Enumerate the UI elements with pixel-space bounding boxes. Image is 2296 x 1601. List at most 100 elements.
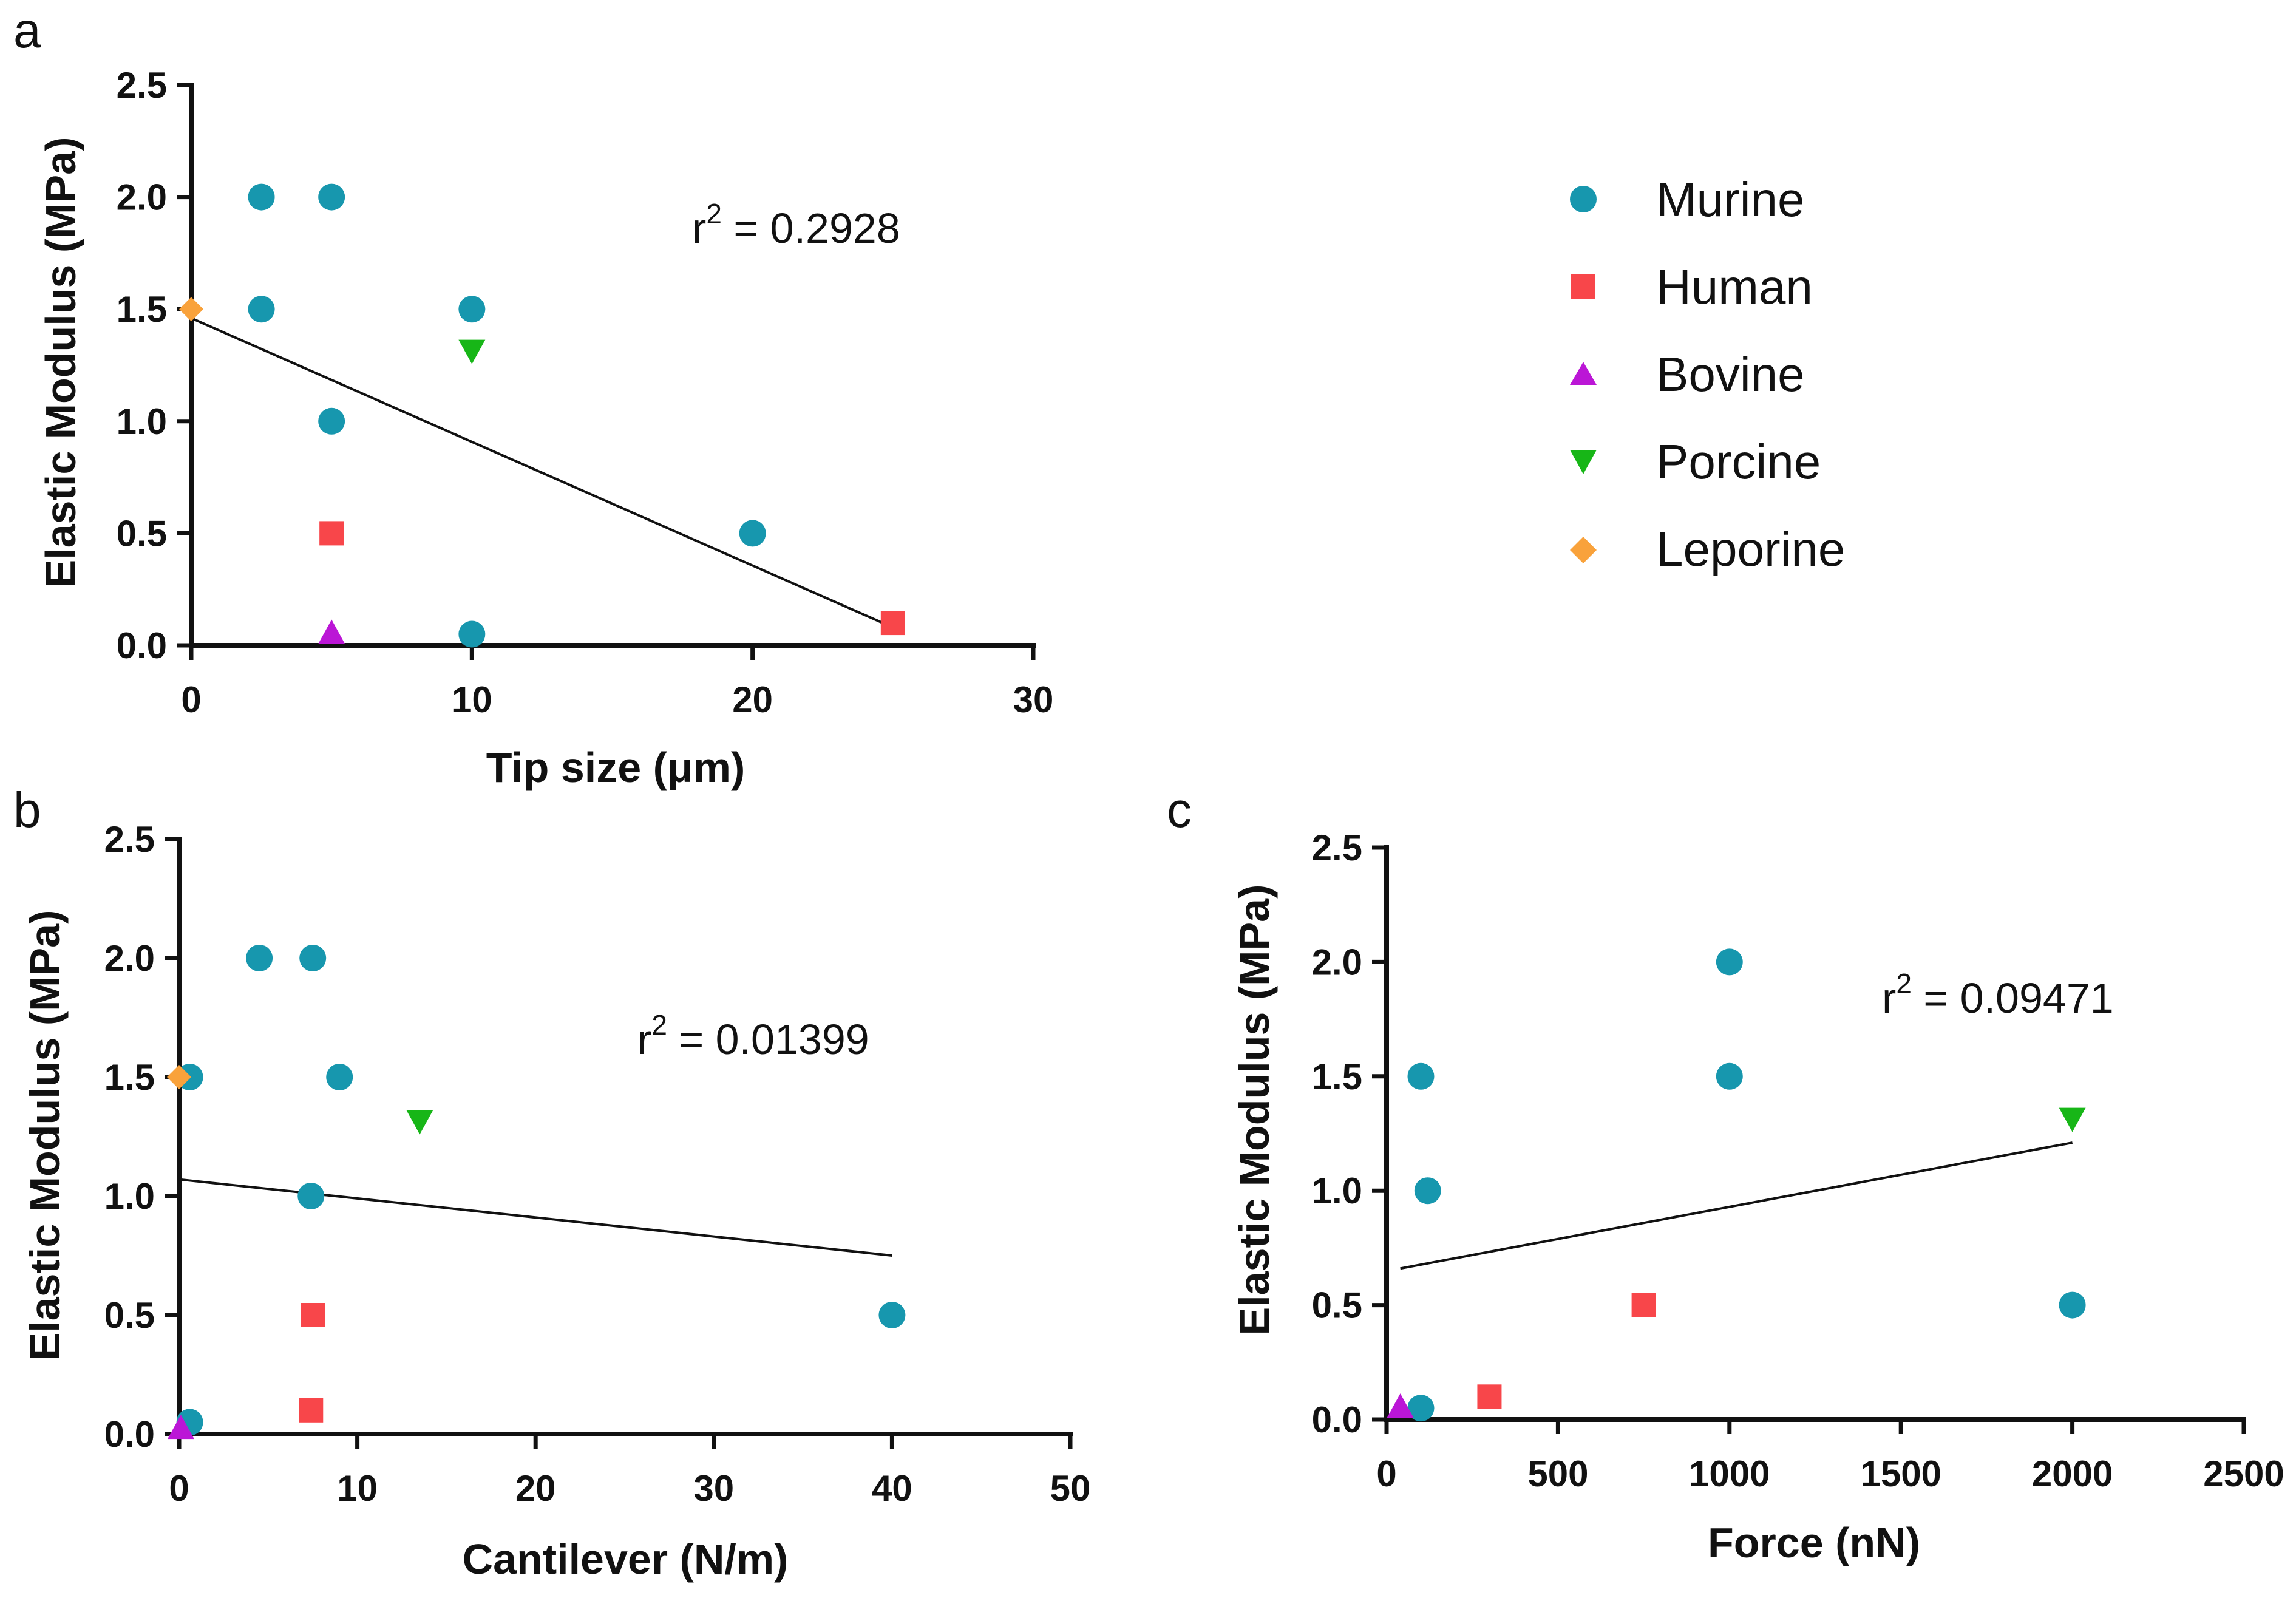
data-point-murine <box>1407 1062 1435 1090</box>
data-point-murine <box>739 520 766 547</box>
data-point-leporine <box>179 297 203 322</box>
data-point-bovine <box>1387 1393 1414 1418</box>
x-tick-label: 30 <box>1013 679 1054 720</box>
y-tick-label: 1.5 <box>1312 1056 1362 1097</box>
series-bovine <box>167 1415 194 1440</box>
legend-label-bovine: Bovine <box>1656 347 1805 401</box>
x-tick-label: 500 <box>1527 1453 1588 1494</box>
data-point-murine <box>458 296 486 323</box>
data-point-murine <box>299 945 327 971</box>
panel-b: b r2 = 0.01399 Cantilever (N/m) Elastic … <box>13 783 1090 1583</box>
data-point-murine <box>248 183 275 211</box>
fit-line-a <box>191 317 894 629</box>
data-point-murine <box>1716 948 1743 976</box>
data-point-human <box>299 1398 324 1423</box>
series-murine <box>1407 948 2086 1422</box>
data-point-leporine <box>167 1065 191 1089</box>
r2-annotation-c: r2 = 0.09471 <box>1882 968 2114 1022</box>
panel-label-a: a <box>13 3 41 58</box>
axes-b: 0 10 20 30 40 50 0.0 0.5 1.0 1.5 2.0 2.5 <box>104 819 1091 1509</box>
data-point-murine <box>878 1302 906 1328</box>
y-tick-label: 0.5 <box>117 513 167 554</box>
x-axis-title-b: Cantilever (N/m) <box>463 1535 789 1583</box>
y-tick-label: 0.5 <box>104 1295 155 1336</box>
data-point-murine <box>318 407 345 435</box>
x-tick-label: 1500 <box>1860 1453 1941 1494</box>
data-point-murine <box>326 1064 353 1090</box>
fit-line-b <box>178 1178 892 1257</box>
data-point-porcine <box>458 339 486 364</box>
data-point-murine <box>458 620 486 648</box>
y-tick-label: 0.0 <box>104 1414 155 1455</box>
series-bovine <box>318 619 345 644</box>
fit-line-c <box>1400 1141 2073 1270</box>
y-tick-label: 2.5 <box>1312 828 1362 868</box>
y-tick-label: 1.5 <box>104 1057 155 1098</box>
r2-annotation-a: r2 = 0.2928 <box>692 198 900 252</box>
axes-c: 0 500 1000 1500 2000 2500 0.0 0.5 1.0 1.5 2.0 2.5 <box>1312 828 2284 1494</box>
series-murine <box>248 183 766 648</box>
legend-label-porcine: Porcine <box>1656 435 1821 489</box>
y-axis-title-b: Elastic Modulus (MPa) <box>21 910 69 1361</box>
panel-label-b: b <box>13 783 41 838</box>
data-point-human <box>880 611 905 636</box>
data-point-bovine <box>318 619 345 644</box>
legend-marker-bovine <box>1570 362 1597 385</box>
y-axis-title-c: Elastic Modulus (MPa) <box>1231 885 1278 1336</box>
x-tick-label: 2000 <box>2032 1453 2113 1494</box>
data-point-porcine <box>2059 1107 2086 1132</box>
y-tick-label: 2.0 <box>1312 942 1362 982</box>
axes-a: 0 10 20 30 0.0 0.5 1.0 1.5 2.0 2.5 <box>117 65 1054 720</box>
data-point-murine <box>297 1183 325 1209</box>
x-tick-label: 0 <box>169 1468 189 1509</box>
y-tick-label: 2.0 <box>117 177 167 218</box>
panel-label-c: c <box>1167 783 1192 838</box>
data-point-bovine <box>167 1415 194 1440</box>
legend-entry-human: Human <box>1571 260 1813 314</box>
series-human <box>1477 1293 1656 1409</box>
y-tick-label: 1.0 <box>1312 1171 1362 1211</box>
x-axis-title-a: Tip size (μm) <box>486 744 746 791</box>
panel-a: a r2 = 0.2928 Tip size (μm) Elastic Modu… <box>13 3 1053 791</box>
x-tick-label: 2500 <box>2203 1453 2284 1494</box>
data-point-human <box>301 1303 325 1327</box>
r2-annotation-b: r2 = 0.01399 <box>637 1009 869 1063</box>
data-point-murine <box>1716 1062 1743 1090</box>
legend-marker-human <box>1571 274 1595 299</box>
panel-c: c r2 = 0.09471 Force (nN) Elastic Modulu… <box>1167 783 2284 1566</box>
data-point-murine <box>2059 1291 2086 1319</box>
x-tick-label: 0 <box>181 679 201 720</box>
legend-entry-porcine: Porcine <box>1570 435 1821 489</box>
series-leporine <box>179 297 203 322</box>
data-point-porcine <box>406 1110 433 1135</box>
legend-entry-leporine: Leporine <box>1570 522 1845 576</box>
data-point-human <box>1477 1384 1502 1409</box>
legend-marker-porcine <box>1570 450 1597 474</box>
y-axis-title-a: Elastic Modulus (MPa) <box>37 137 84 588</box>
y-tick-label: 2.5 <box>104 819 155 860</box>
data-point-human <box>319 521 344 546</box>
legend-label-murine: Murine <box>1656 172 1805 226</box>
y-tick-label: 0.0 <box>117 625 167 666</box>
legend-entry-murine: Murine <box>1570 172 1805 226</box>
y-tick-label: 2.5 <box>117 65 167 106</box>
data-point-murine <box>1414 1177 1441 1205</box>
x-tick-label: 10 <box>337 1468 378 1509</box>
x-axis-title-c: Force (nN) <box>1708 1519 1920 1566</box>
y-tick-label: 2.0 <box>104 938 155 979</box>
data-point-murine <box>318 183 345 211</box>
legend-marker-murine <box>1570 186 1597 212</box>
x-tick-label: 50 <box>1050 1468 1091 1509</box>
series-human <box>299 1303 325 1423</box>
legend-entry-bovine: Bovine <box>1570 347 1805 401</box>
legend-marker-leporine <box>1570 537 1597 563</box>
legend: Murine Human Bovine Porcine Leporine <box>1570 172 1845 576</box>
x-tick-label: 20 <box>732 679 773 720</box>
series-porcine <box>406 1110 433 1135</box>
series-porcine <box>2059 1107 2086 1132</box>
x-tick-label: 40 <box>872 1468 912 1509</box>
x-tick-label: 1000 <box>1689 1453 1770 1494</box>
data-point-murine <box>246 945 273 971</box>
x-tick-label: 20 <box>515 1468 556 1509</box>
